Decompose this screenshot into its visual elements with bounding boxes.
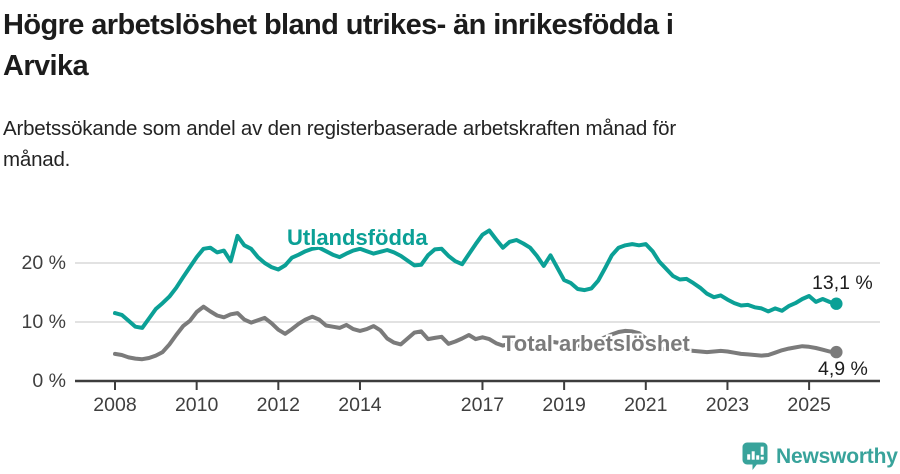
- end-value-label-utlandsfodda: 13,1 %: [812, 272, 873, 294]
- series-label-total-arbetsloshet: Total arbetslöshet: [502, 331, 690, 356]
- newsworthy-logo-text: Newsworthy: [776, 445, 898, 468]
- x-axis-label: 2025: [787, 394, 831, 416]
- series-label-utlandsfodda: Utlandsfödda: [287, 225, 428, 250]
- end-value-label-total: 4,9 %: [818, 358, 868, 380]
- x-axis-label: 2010: [174, 394, 219, 416]
- x-axis-label: 2017: [460, 394, 505, 416]
- page-subtitle: Arbetssökande som andel av den registerb…: [3, 113, 676, 175]
- series-end-dot-1: [830, 345, 843, 359]
- x-axis-label: 2023: [705, 394, 750, 416]
- series-end-dot-0: [830, 297, 843, 310]
- y-axis-label: 10 %: [21, 311, 66, 333]
- x-axis-label: 2012: [256, 394, 300, 416]
- y-axis-label: 20 %: [21, 252, 66, 274]
- page-title-line2: Arvika: [3, 50, 89, 82]
- page-subtitle-line2: månad.: [3, 148, 71, 171]
- page-title-line1: Högre arbetslöshet bland utrikes- än inr…: [3, 9, 674, 41]
- x-axis-label: 2021: [624, 394, 668, 416]
- page-title: Högre arbetslöshet bland utrikes- än inr…: [3, 5, 674, 87]
- newsworthy-logo[interactable]: Newsworthy: [742, 442, 898, 471]
- y-axis-label: 0 %: [32, 370, 66, 392]
- newsworthy-logo-icon: [742, 442, 768, 470]
- series-line-1: [113, 304, 839, 362]
- series-line-0: [113, 228, 839, 330]
- x-axis-label: 2014: [338, 394, 382, 416]
- x-axis-label: 2019: [542, 394, 586, 416]
- page-subtitle-line1: Arbetssökande som andel av den registerb…: [3, 117, 676, 140]
- x-axis-label: 2008: [93, 394, 137, 416]
